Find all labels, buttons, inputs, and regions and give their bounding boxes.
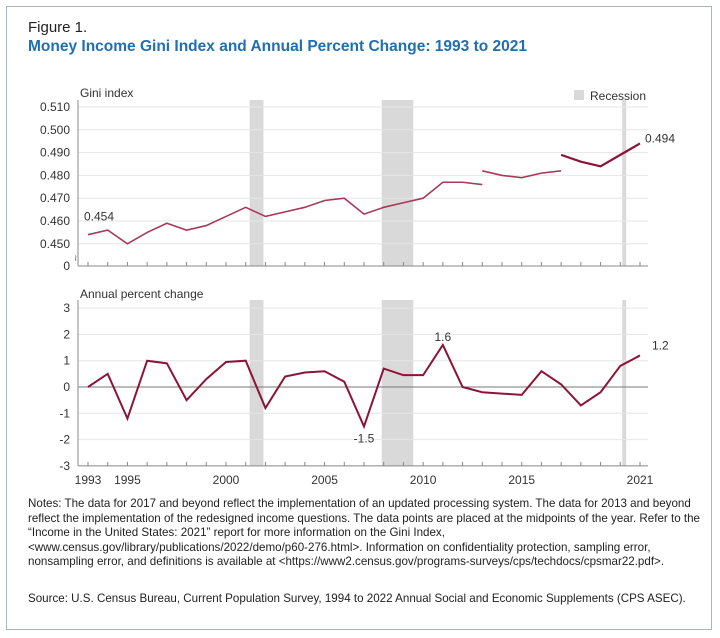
y-axis-title: Gini index	[80, 86, 133, 100]
y-tick-label: -3	[59, 459, 70, 473]
recession-band	[381, 100, 414, 266]
x-tick-label: 2021	[627, 473, 654, 487]
gini-series-line	[560, 142, 641, 168]
gini-series-line	[87, 181, 483, 245]
legend-recession-label: Recession	[590, 89, 646, 103]
y-tick-label: 0.480	[40, 168, 70, 182]
y-tick-label: 0.500	[40, 123, 70, 137]
data-label: 1.2	[652, 338, 669, 352]
recession-band	[622, 300, 627, 466]
x-tick-label: 2010	[410, 473, 437, 487]
notes: Notes: The data for 2017 and beyond refl…	[28, 497, 700, 569]
data-label: 0.494	[645, 131, 675, 145]
y-tick-label: 0.490	[40, 146, 70, 160]
y-axis-title: Annual percent change	[80, 287, 204, 301]
source: Source: U.S. Census Bureau, Current Popu…	[28, 592, 686, 605]
legend-recession-swatch	[574, 90, 584, 100]
y-tick-label: 2	[63, 327, 70, 341]
x-tick-label: 1993	[75, 473, 102, 487]
recession-band	[249, 100, 264, 266]
x-tick-label: 2000	[213, 473, 240, 487]
y-tick-label: 0.450	[40, 237, 70, 251]
y-tick-label: 0	[63, 259, 70, 273]
chart-title: Money Income Gini Index and Annual Perce…	[28, 38, 527, 55]
gini-series-line	[482, 170, 562, 179]
y-tick-label: 0	[63, 380, 70, 394]
percent-change-series-line	[87, 342, 641, 430]
recession-band	[622, 100, 627, 266]
x-tick-label: 1995	[114, 473, 141, 487]
y-tick-label: 0.470	[40, 191, 70, 205]
recession-band	[381, 300, 414, 466]
axis-break-icon: ≀	[74, 253, 77, 263]
y-tick-label: 0.510	[40, 100, 70, 114]
y-tick-label: 0.460	[40, 214, 70, 228]
y-tick-label: 3	[63, 301, 70, 315]
y-tick-label: -2	[59, 433, 70, 447]
figure-frame	[6, 6, 712, 630]
data-label: -1.5	[354, 431, 375, 445]
figure-label: Figure 1.	[28, 19, 88, 36]
x-tick-label: 2005	[311, 473, 338, 487]
y-tick-label: -1	[59, 406, 70, 420]
data-label: 1.6	[435, 330, 452, 344]
recession-band	[249, 300, 264, 466]
data-label: 0.454	[84, 210, 114, 224]
x-tick-label: 2015	[508, 473, 535, 487]
y-tick-label: 1	[63, 354, 70, 368]
